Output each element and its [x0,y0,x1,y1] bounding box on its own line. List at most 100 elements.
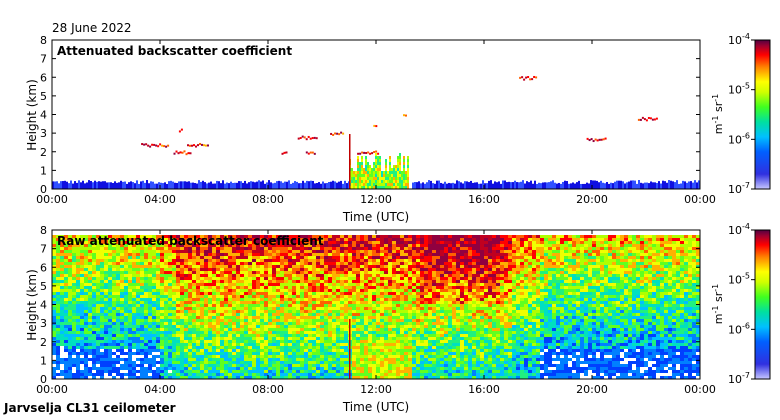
cell [360,325,364,328]
cell [297,137,300,140]
cell [388,280,392,283]
cell [228,346,232,349]
cell [240,361,244,364]
cell [208,340,212,343]
cell [381,186,383,189]
cell [116,286,120,289]
cell [136,295,140,298]
cell [276,337,280,340]
cell [240,310,244,313]
cell [84,244,88,247]
cell [280,289,284,292]
cell [216,271,220,274]
cell [384,376,388,379]
cell [200,268,204,271]
cell [298,183,300,189]
cell [364,289,368,292]
cell [368,373,372,376]
cell [56,271,60,274]
cell [212,295,216,298]
cell [56,259,60,262]
cell [395,177,397,180]
cell [380,325,384,328]
cell [180,295,184,298]
cell [232,337,236,340]
cell [248,310,252,313]
cell [260,358,264,361]
cell [353,183,355,186]
cell [232,331,236,334]
cell [284,280,288,283]
cell [232,292,236,295]
cell [144,268,148,271]
cell [156,373,160,376]
cell [546,182,548,189]
cell [344,331,348,334]
cell [300,283,304,286]
cell [192,361,196,364]
cell [56,265,60,268]
cell [384,268,388,271]
cell [316,346,320,349]
cell [400,277,404,280]
cell [144,259,148,262]
cell [80,304,84,307]
cell [172,358,176,361]
cell [232,370,236,373]
cell [248,304,252,307]
cell [192,182,194,189]
cell [56,244,60,247]
cell [120,370,124,373]
cell [216,256,220,259]
cell [236,241,240,244]
cell [352,265,356,268]
cell [296,307,300,310]
cell [252,310,256,313]
cell [183,150,186,153]
cell [400,250,404,253]
cell [80,319,84,322]
cell [196,256,200,259]
cell [224,265,228,268]
cell [208,358,212,361]
cell [140,250,144,253]
cell [208,325,212,328]
cell [384,301,388,304]
cell [232,298,236,301]
cell [144,307,148,310]
cell [84,183,86,189]
cell [384,340,388,343]
cell [364,358,368,361]
cell [168,289,172,292]
cell [84,334,88,337]
cell [308,376,312,379]
cell [60,292,64,295]
cell [176,283,180,286]
cell [304,259,308,262]
cell [407,159,409,162]
cell [136,274,140,277]
cell [208,310,212,313]
cell [260,319,264,322]
cell [296,280,300,283]
cell [244,256,248,259]
cell [324,259,328,262]
cell [389,174,391,177]
cell [380,241,384,244]
cell [391,171,393,174]
cell [264,292,268,295]
cell [76,325,80,328]
cell [164,298,168,301]
cell [407,168,409,171]
cell [256,271,260,274]
cell [116,328,120,331]
cell [156,316,160,319]
cell [336,271,340,274]
cell [164,307,168,310]
cell [272,280,276,283]
cell [304,361,308,364]
cell [308,244,312,247]
cell [385,171,387,174]
cell [196,271,200,274]
cell [212,262,216,265]
